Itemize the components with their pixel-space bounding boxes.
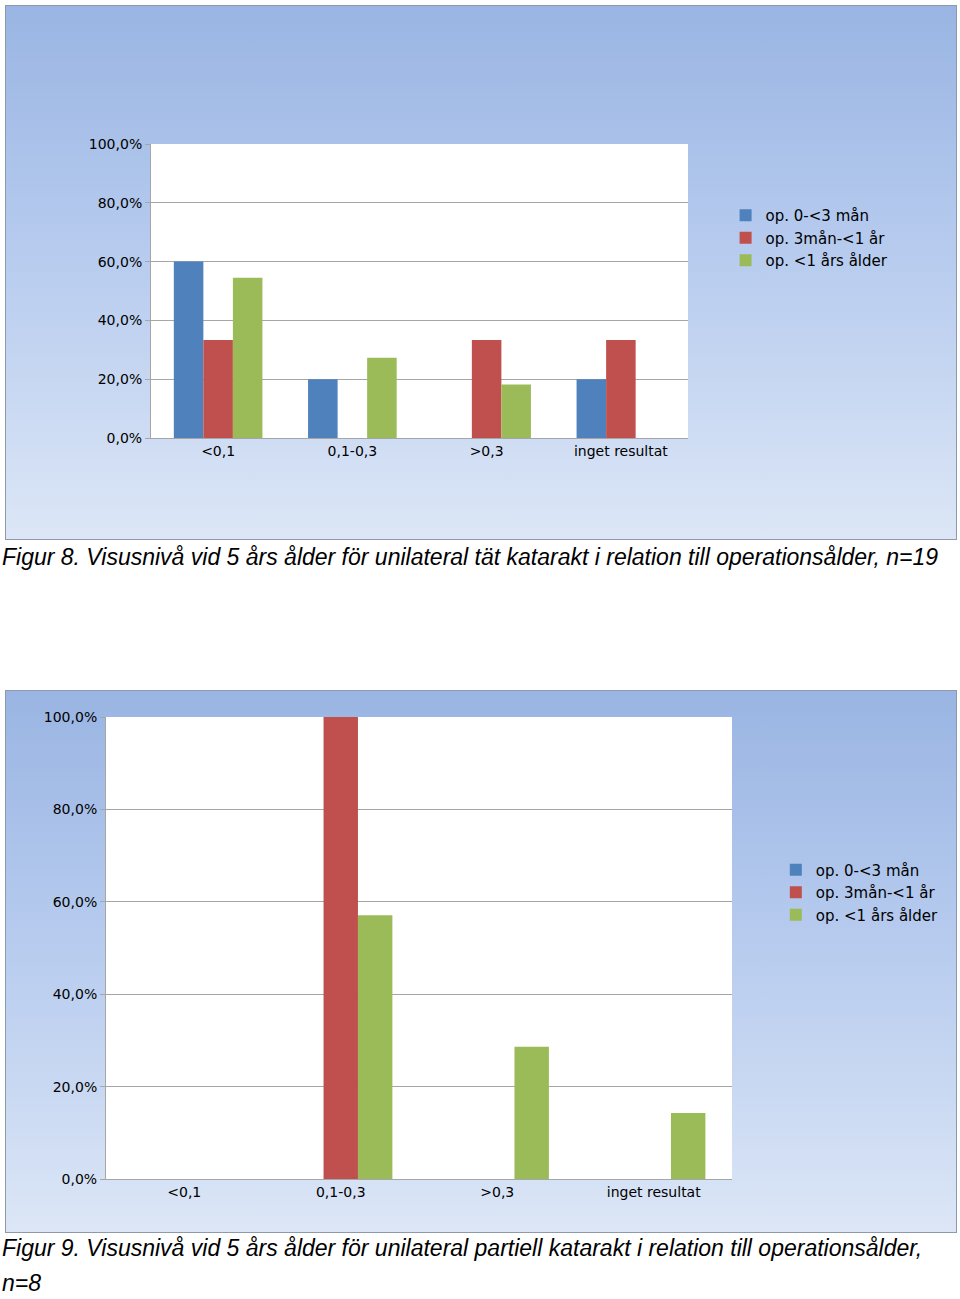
svg-text:<0,1: <0,1 [201, 443, 235, 459]
html-text:Figur 8. Visusnivå vid 5 års å: Figur 8. Visusnivå vid 5 års ålder för u… [2, 544, 939, 570]
svg-text:20,0%: 20,0% [98, 371, 142, 387]
svg-text:0,0%: 0,0% [107, 430, 143, 446]
svg-text:<0,1: <0,1 [167, 1184, 201, 1200]
svg-text:inget resultat: inget resultat [607, 1184, 701, 1200]
svg-text:60,0%: 60,0% [98, 254, 142, 270]
svg-text:80,0%: 80,0% [53, 801, 97, 817]
svg-text:op. 0-<3 mån: op. 0-<3 mån [816, 862, 919, 880]
html-text:Figur 9. Visusnivå vid 5 års å: Figur 9. Visusnivå vid 5 års ålder för u… [2, 1235, 922, 1296]
svg-text:inget resultat: inget resultat [574, 443, 668, 459]
svg-text:0,1-0,3: 0,1-0,3 [328, 443, 378, 459]
svg-text:20,0%: 20,0% [53, 1079, 97, 1095]
svg-text:0,0%: 0,0% [62, 1171, 98, 1187]
svg-text:op. 3mån-<1 år: op. 3mån-<1 år [766, 230, 886, 248]
svg-text:op. <1 års ålder: op. <1 års ålder [816, 907, 938, 925]
svg-text:>0,3: >0,3 [470, 443, 504, 459]
svg-text:100,0%: 100,0% [89, 136, 142, 152]
svg-text:>0,3: >0,3 [480, 1184, 514, 1200]
svg-text:100,0%: 100,0% [44, 709, 97, 725]
svg-text:40,0%: 40,0% [53, 986, 97, 1002]
svg-text:op. 3mån-<1 år: op. 3mån-<1 år [816, 884, 936, 902]
svg-text:op. <1 års ålder: op. <1 års ålder [766, 252, 888, 270]
svg-text:40,0%: 40,0% [98, 312, 142, 328]
svg-text:80,0%: 80,0% [98, 195, 142, 211]
svg-text:op. 0-<3 mån: op. 0-<3 mån [766, 207, 869, 225]
svg-text:0,1-0,3: 0,1-0,3 [316, 1184, 366, 1200]
svg-text:60,0%: 60,0% [53, 894, 97, 910]
